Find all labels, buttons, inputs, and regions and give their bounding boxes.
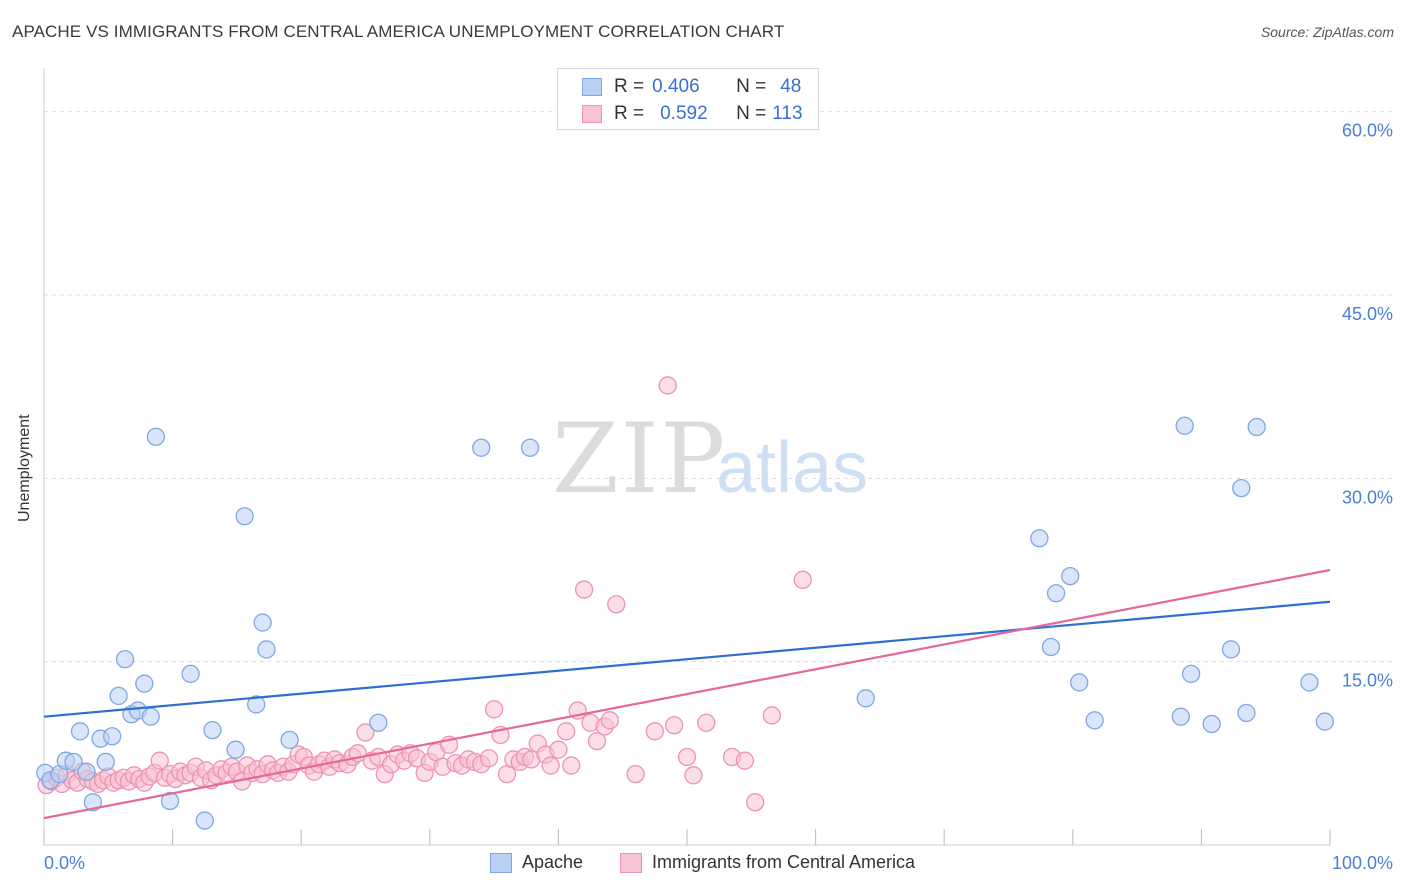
- apache-point: [1237, 703, 1256, 723]
- immigrants-point: [793, 570, 812, 589]
- apache-point: [1046, 584, 1066, 603]
- apache-point: [235, 507, 254, 526]
- apache-point: [160, 791, 180, 811]
- apache-point: [1030, 529, 1049, 548]
- apache-point: [520, 438, 540, 457]
- apache-point: [181, 664, 200, 684]
- legend-label-apache: Apache: [522, 852, 584, 872]
- immigrants-point: [735, 751, 755, 770]
- r-value: 0.592: [660, 103, 708, 124]
- apache-point: [141, 707, 160, 726]
- apache-point: [109, 686, 128, 706]
- y-axis-label: Unemployment: [16, 414, 33, 522]
- immigrants-point: [697, 713, 716, 732]
- immigrants-point: [484, 700, 504, 719]
- immigrants-point: [587, 731, 607, 751]
- y-tick-label: 30.0%: [1342, 487, 1393, 507]
- immigrants-trend-line: [43, 568, 1331, 820]
- apache-swatch: [582, 78, 602, 96]
- legend-item-immigrants[interactable]: Immigrants from Central America: [620, 852, 915, 873]
- n-label: N =: [736, 103, 767, 124]
- immigrants-point: [150, 751, 169, 770]
- apache-point: [247, 695, 266, 714]
- apache-point: [1232, 478, 1251, 498]
- apache-point: [195, 811, 214, 830]
- apache-point: [96, 752, 115, 772]
- x-tick-label: 100.0%: [1332, 853, 1393, 873]
- immigrants-point: [600, 711, 619, 730]
- apache-point: [257, 640, 276, 659]
- immigrants-point: [746, 793, 765, 812]
- apache-point: [1181, 664, 1201, 684]
- immigrants-point: [684, 766, 703, 785]
- apache-point: [472, 438, 491, 457]
- apache-point: [1175, 416, 1194, 435]
- apache-point: [253, 613, 272, 632]
- immigrants-point: [541, 756, 560, 775]
- immigrants-legend-swatch: [620, 852, 642, 873]
- correlation-stats-box: R = 0.406 N = 48 R = 0.592 N = 113: [557, 68, 819, 130]
- legend-label-immigrants: Immigrants from Central America: [652, 852, 916, 872]
- immigrants-point: [556, 722, 576, 741]
- chart-legend: Apache Immigrants from Central America: [0, 852, 1406, 878]
- apache-point: [1041, 637, 1061, 657]
- n-value: 113: [772, 103, 803, 124]
- apache-point: [115, 650, 135, 669]
- apache-point: [1085, 711, 1104, 730]
- apache-point: [1061, 566, 1080, 586]
- apache-point: [856, 689, 875, 708]
- immigrants-point: [645, 722, 664, 741]
- immigrants-swatch: [582, 105, 602, 123]
- n-value: 48: [780, 76, 802, 97]
- apache-point: [1202, 714, 1221, 734]
- immigrants-point: [356, 723, 375, 742]
- apache-point: [226, 740, 245, 759]
- apache-point: [1070, 673, 1089, 692]
- apache-point: [1247, 417, 1266, 437]
- apache-point: [1315, 712, 1335, 731]
- apache-legend-swatch: [490, 852, 512, 873]
- immigrants-point: [664, 716, 684, 735]
- apache-point: [103, 727, 122, 746]
- source-label: Source: ZipAtlas.com: [1260, 24, 1394, 40]
- r-label: R =: [614, 76, 645, 97]
- apache-point: [1171, 707, 1190, 726]
- n-label: N =: [736, 76, 767, 97]
- apache-point: [146, 427, 166, 446]
- immigrants-point: [574, 580, 594, 599]
- x-tick-label: 0.0%: [44, 853, 85, 873]
- apache-point: [70, 722, 90, 741]
- y-tick-label: 60.0%: [1342, 121, 1393, 141]
- immigrants-point: [677, 747, 697, 767]
- apache-point: [135, 674, 154, 693]
- immigrants-point: [658, 376, 677, 395]
- watermark-zip: ZIP: [552, 403, 727, 515]
- apache-trend-line: [43, 600, 1331, 718]
- immigrants-point: [762, 706, 782, 725]
- apache-point: [1221, 640, 1241, 659]
- immigrants-point: [626, 764, 645, 784]
- immigrants-point: [562, 756, 581, 775]
- apache-point: [369, 713, 388, 732]
- stats-row-apache: R = 0.406 N = 48: [582, 74, 801, 100]
- apache-point: [280, 730, 299, 750]
- immigrants-point: [479, 749, 499, 768]
- stats-row-immigrants: R = 0.592 N = 113: [582, 101, 803, 127]
- watermark-atlas: atlas: [716, 428, 868, 508]
- apache-point: [83, 793, 103, 812]
- legend-item-apache[interactable]: Apache: [490, 852, 583, 873]
- immigrants-point: [549, 740, 568, 759]
- y-tick-label: 45.0%: [1342, 304, 1393, 324]
- r-label: R =: [614, 103, 645, 124]
- immigrants-point: [607, 595, 626, 614]
- apache-point: [64, 752, 83, 772]
- apache-point: [1300, 673, 1319, 692]
- chart-title: APACHE VS IMMIGRANTS FROM CENTRAL AMERIC…: [12, 22, 785, 41]
- r-value: 0.406: [652, 76, 700, 97]
- apache-point: [77, 762, 96, 781]
- apache-point: [203, 720, 222, 740]
- y-tick-label: 15.0%: [1342, 671, 1393, 691]
